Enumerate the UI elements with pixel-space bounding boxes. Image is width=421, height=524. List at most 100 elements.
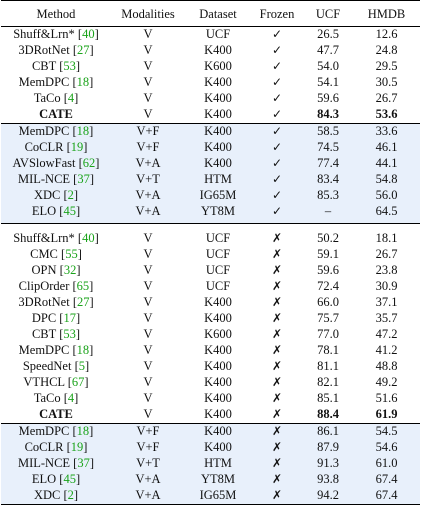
ucf-value: 75.7: [317, 311, 339, 326]
method-cell: 3DRotNet [27]: [18, 43, 94, 58]
citation-link[interactable]: 2: [67, 188, 74, 203]
frozen-mark: ✓: [271, 27, 283, 42]
table-row: ELO [45] V+A YT8M ✗ 93.8 67.4: [1, 472, 420, 488]
method-name: Shuff&Lrn*: [13, 27, 75, 42]
hmdb-value: 51.6: [375, 391, 398, 406]
ucf-value: 87.9: [303, 440, 353, 456]
dataset-cell: UCF: [205, 247, 231, 262]
method-cell: ELO [45]: [1, 204, 111, 224]
modalities-cell: V: [143, 43, 153, 58]
citation-link[interactable]: 18: [76, 124, 90, 139]
citation-link[interactable]: 19: [70, 440, 84, 455]
results-table: Method Modalities Dataset Frozen UCF HMD…: [1, 0, 420, 505]
frozen-mark: ✗: [271, 263, 283, 278]
citation-link[interactable]: 18: [76, 75, 90, 90]
citation-link[interactable]: 45: [63, 204, 76, 218]
citation-link[interactable]: 2: [67, 488, 74, 503]
citation-link[interactable]: 62: [82, 156, 96, 171]
ucf-value: 74.5: [303, 140, 353, 156]
modalities-cell: V+T: [111, 456, 185, 472]
dataset-cell: K400: [185, 156, 251, 172]
citation-link[interactable]: 27: [77, 43, 90, 58]
citation-link[interactable]: 37: [77, 172, 90, 187]
dataset-cell: UCF: [185, 223, 251, 247]
ucf-value: 77.4: [303, 156, 353, 172]
dataset-cell: K400: [204, 311, 232, 326]
finetune-section: Shuff&Lrn* [40] V UCF ✗ 50.2 18.1 CMC [55] V UCF…: [1, 223, 420, 505]
frozen-mark: ✗: [251, 223, 303, 247]
table-row: 3DRotNet [27] V K400 ✓ 47.7 24.8: [1, 43, 420, 59]
table-row: VTHCL [67] V K400 ✗ 82.1 49.2: [1, 375, 420, 391]
dataset-cell: HTM: [185, 456, 251, 472]
method-name: DPC: [31, 311, 57, 326]
modalities-cell: V: [143, 391, 153, 406]
method-cell: CoCLR [19]: [1, 440, 111, 456]
method-name: OPN: [31, 263, 57, 278]
modalities-cell: V: [143, 107, 153, 122]
table-row: Shuff&Lrn* [40] V UCF ✗ 50.2 18.1: [1, 223, 420, 247]
hmdb-value: 54.8: [353, 172, 420, 188]
method-name: CBT: [31, 59, 57, 74]
citation-link[interactable]: 18: [76, 343, 90, 358]
citation-link[interactable]: 19: [70, 140, 84, 155]
frozen-mark: ✗: [271, 407, 283, 422]
method-name: ELO: [31, 204, 57, 218]
method-cell: ELO [45]: [1, 472, 111, 488]
dataset-cell: IG65M: [185, 488, 251, 505]
method-cell: XDC [2]: [1, 188, 111, 204]
method-name: CATE: [39, 107, 73, 122]
dataset-cell: K400: [204, 359, 232, 374]
modalities-cell: V+A: [111, 204, 185, 224]
frozen-mark: ✓: [251, 172, 303, 188]
citation-link[interactable]: 17: [63, 311, 76, 326]
method-cell: CMC [55]: [30, 247, 82, 262]
frozen-mark: ✓: [271, 107, 283, 122]
method-cell: MIL-NCE [37]: [1, 456, 111, 472]
citation-link[interactable]: 40: [82, 230, 95, 245]
dataset-cell: K600: [204, 327, 232, 342]
method-name: XDC: [33, 488, 61, 503]
citation-link[interactable]: 45: [63, 472, 76, 487]
frozen-mark: ✗: [271, 311, 283, 326]
citation-link[interactable]: 65: [76, 279, 90, 294]
table-row: MemDPC [18] V K400 ✗ 78.1 41.2: [1, 343, 420, 359]
frozen-mark: ✓: [251, 140, 303, 156]
table-row: CBT [53] V K600 ✓ 54.0 29.5: [1, 59, 420, 75]
dataset-cell: K400: [185, 140, 251, 156]
modalities-cell: V: [143, 343, 153, 358]
method-name: CATE: [39, 407, 73, 422]
frozen-mark: ✓: [271, 43, 283, 58]
citation-link[interactable]: 53: [63, 59, 76, 74]
dataset-cell: K400: [185, 423, 251, 440]
table-row: CMC [55] V UCF ✗ 59.1 26.7: [1, 247, 420, 263]
citation-link[interactable]: 18: [76, 424, 90, 439]
citation-link[interactable]: 32: [63, 263, 77, 278]
method-name: MemDPC: [18, 124, 70, 139]
ucf-value: 54.0: [317, 59, 339, 74]
citation-link[interactable]: 40: [82, 27, 95, 42]
method-name: XDC: [33, 188, 61, 203]
method-cell: CoCLR [19]: [1, 140, 111, 156]
citation-link[interactable]: 55: [65, 247, 78, 262]
ucf-value: 77.0: [317, 327, 339, 342]
citation-link[interactable]: 37: [77, 456, 90, 471]
hmdb-value: 29.5: [375, 59, 398, 74]
method-name: CBT: [31, 327, 57, 342]
citation-link[interactable]: 4: [67, 91, 75, 106]
dataset-cell: IG65M: [185, 188, 251, 204]
citation-link[interactable]: 4: [67, 391, 75, 406]
modalities-cell: V+F: [111, 140, 185, 156]
frozen-mark: ✓: [251, 188, 303, 204]
dataset-cell: HTM: [185, 172, 251, 188]
hmdb-value: 12.6: [375, 27, 398, 42]
modalities-cell: V: [143, 295, 153, 310]
citation-link[interactable]: 5: [78, 359, 85, 374]
dataset-cell: K400: [185, 440, 251, 456]
citation-link[interactable]: 67: [71, 375, 85, 390]
ucf-value: 84.3: [317, 107, 339, 122]
citation-link[interactable]: 53: [63, 327, 76, 342]
method-cell: CATE: [1, 407, 111, 424]
citation-link[interactable]: 27: [77, 295, 90, 310]
table-row: MemDPC [18] V+F K400 ✗ 86.1 54.5: [1, 423, 420, 440]
frozen-section: Shuff&Lrn* [40] V UCF ✓ 26.5 12.6 3DRotNet [27…: [1, 27, 420, 224]
